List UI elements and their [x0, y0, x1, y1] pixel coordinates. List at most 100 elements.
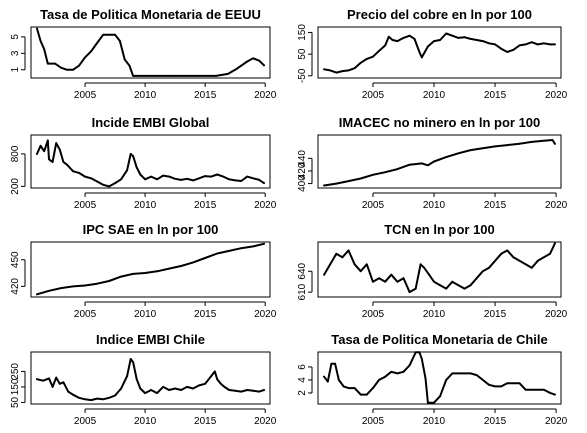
data-point [402, 277, 405, 280]
data-point [433, 401, 435, 404]
y-tick-label: 400 [297, 175, 308, 192]
data-point [481, 270, 484, 273]
data-point [445, 379, 448, 381]
data-point [506, 249, 509, 252]
x-tick-label: 2020 [545, 200, 568, 211]
data-point [252, 389, 255, 392]
data-point [341, 70, 344, 72]
data-point [469, 372, 472, 375]
data-point [554, 43, 556, 46]
data-point [156, 270, 159, 273]
x-tick-label: 2005 [362, 309, 385, 320]
data-point [506, 144, 509, 147]
data-point [457, 37, 460, 39]
y-tick-label: 2 [297, 390, 308, 396]
data-point [162, 386, 165, 388]
data-point [223, 386, 226, 388]
data-point [372, 55, 374, 58]
data-point [120, 178, 122, 181]
data-point [396, 40, 399, 42]
series-line [323, 242, 556, 294]
data-point [60, 287, 62, 289]
data-point [246, 389, 249, 391]
panel-title: IMACEC no minero en ln por 100 [339, 115, 541, 130]
data-point [530, 41, 533, 44]
data-point [240, 390, 243, 393]
data-point [530, 388, 533, 391]
plot-frame [30, 26, 271, 79]
data-point [518, 142, 521, 145]
data-point [219, 382, 222, 385]
data-point [414, 351, 417, 354]
data-point [554, 393, 556, 396]
data-point [384, 375, 387, 378]
data-point [506, 382, 509, 385]
data-point [66, 68, 68, 71]
data-point [246, 60, 249, 63]
data-point [372, 173, 374, 176]
data-point [90, 399, 92, 401]
x-tick-label: 2010 [134, 416, 157, 427]
data-point [457, 284, 460, 287]
data-point [506, 51, 509, 53]
data-point [530, 141, 533, 143]
data-point [384, 171, 387, 174]
panel-title: TCN en ln por 100 [384, 222, 495, 237]
data-point [402, 37, 405, 39]
data-point [494, 259, 496, 262]
data-point [494, 385, 496, 388]
data-point [378, 50, 380, 52]
x-tick-label: 2010 [423, 90, 446, 101]
data-point [481, 379, 484, 381]
x-tick-label: 2015 [194, 200, 217, 211]
data-point [524, 263, 527, 266]
data-point [128, 64, 131, 67]
x-tick-label: 2020 [545, 309, 568, 320]
data-point [129, 358, 132, 360]
data-point [228, 178, 231, 181]
data-point [46, 139, 49, 142]
data-point [323, 375, 325, 378]
data-point [228, 389, 231, 391]
data-point [323, 184, 325, 187]
y-tick-label: 1 [10, 67, 21, 73]
x-tick-label: 2005 [74, 416, 97, 427]
data-point [524, 388, 527, 391]
data-point [439, 395, 441, 398]
data-point [216, 173, 219, 176]
data-point [120, 275, 122, 278]
data-point [445, 287, 448, 290]
data-point [78, 172, 80, 174]
data-point [408, 291, 411, 293]
x-tick-label: 2015 [194, 90, 217, 101]
y-tick-label: 150 [10, 378, 21, 395]
data-point [335, 252, 338, 255]
data-point [144, 272, 147, 274]
plot-frame [30, 241, 271, 298]
x-tick-label: 2010 [134, 90, 157, 101]
chart-panel-5: IPC SAE en ln por 100 420 450 2005 2010 2015 2… [10, 222, 277, 320]
data-point [347, 180, 350, 183]
data-point [418, 351, 421, 354]
data-point [204, 382, 207, 385]
x-tick-label: 2020 [254, 90, 277, 101]
data-point [192, 261, 195, 264]
data-point [62, 381, 65, 384]
data-point [365, 393, 368, 396]
data-point [114, 394, 116, 397]
data-point [330, 362, 333, 365]
data-point [396, 168, 399, 171]
data-point [67, 390, 70, 393]
data-point [174, 177, 177, 180]
data-point [463, 287, 466, 290]
chart-panel-1: Tasa de Politica Monetaria de EEUU 1 3 5 200… [10, 7, 277, 101]
data-point [323, 68, 325, 71]
data-point [337, 379, 340, 381]
series-line [36, 27, 265, 77]
data-point [494, 145, 496, 148]
data-point [51, 386, 54, 388]
data-point [475, 374, 478, 376]
data-point [413, 38, 416, 40]
